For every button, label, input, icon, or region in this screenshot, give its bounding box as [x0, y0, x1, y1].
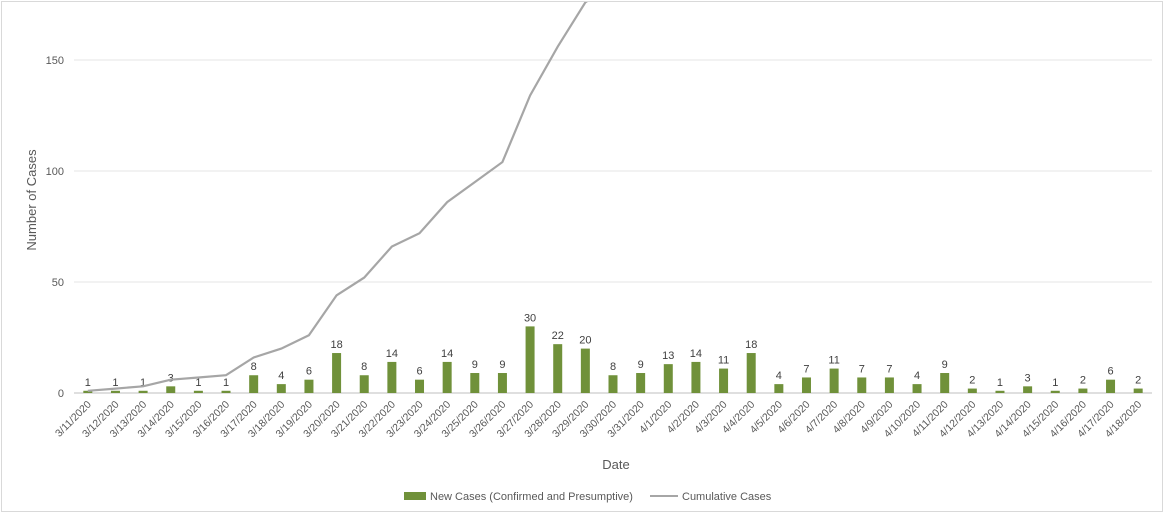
bar-data-label: 7: [859, 363, 865, 375]
legend: New Cases (Confirmed and Presumptive) Cu…: [404, 491, 772, 503]
bar-data-label: 8: [251, 361, 257, 373]
x-axis-title: Date: [602, 457, 629, 472]
bar-data-label: 2: [969, 375, 975, 387]
bar-data-label: 20: [579, 335, 591, 347]
bar-new-cases: [967, 388, 977, 393]
bar-new-cases: [801, 377, 811, 393]
bar-new-cases: [1050, 390, 1060, 393]
bar-new-cases: [193, 390, 203, 393]
bar-new-cases: [138, 390, 148, 393]
y-tick-label: 150: [46, 55, 64, 67]
bar-data-label: 4: [914, 370, 920, 382]
bar-new-cases: [359, 375, 369, 393]
y-axis-ticks: 050100150200250300: [46, 55, 64, 400]
bar-new-cases: [276, 384, 286, 393]
bar-new-cases: [774, 384, 784, 393]
bar-data-label: 3: [168, 372, 174, 384]
bar-new-cases: [387, 361, 397, 393]
bar-data-label: 4: [278, 370, 284, 382]
bar-data-label: 1: [1052, 377, 1058, 389]
bar-data-label: 1: [112, 377, 118, 389]
bar-new-cases: [110, 390, 120, 393]
bar-new-cases: [608, 375, 618, 393]
bar-data-label: 1: [85, 377, 91, 389]
cumulative-cases-line: [87, 0, 591, 392]
bar-data-label: 18: [745, 339, 757, 351]
bar-new-cases: [636, 373, 646, 393]
y-tick-label: 100: [46, 166, 64, 178]
bar-data-label: 7: [886, 363, 892, 375]
bar-data-label: 3: [1025, 372, 1031, 384]
bar-new-cases: [442, 361, 452, 393]
bar-data-label: 14: [386, 348, 398, 360]
y-tick-label: 0: [58, 388, 64, 400]
legend-label-cumulative: Cumulative Cases: [682, 491, 772, 503]
bar-data-label: 9: [499, 359, 505, 371]
bar-new-cases: [1106, 379, 1116, 393]
bar-new-cases: [332, 353, 342, 393]
bar-new-cases: [525, 326, 535, 393]
bar-new-cases: [746, 353, 756, 393]
bar-data-label: 6: [1107, 366, 1113, 378]
x-axis-ticks: 3/11/20203/12/20203/13/20203/14/20203/15…: [53, 399, 1144, 441]
bar-data-label: 11: [718, 355, 729, 367]
bar-new-cases: [249, 375, 259, 393]
bar-new-cases: [166, 386, 176, 393]
bar-new-cases: [553, 344, 563, 393]
bar-data-label: 11: [828, 355, 839, 367]
bar-data-label: 22: [552, 330, 564, 342]
bar-new-cases: [470, 373, 480, 393]
bar-data-label: 8: [610, 361, 616, 373]
bar-new-cases: [663, 364, 673, 393]
bar-new-cases: [497, 373, 507, 393]
bar-new-cases: [884, 377, 894, 393]
bar-new-cases: [580, 348, 590, 393]
bar-data-label: 1: [997, 377, 1003, 389]
bar-data-label: 1: [223, 377, 229, 389]
bar-data-label: 1: [140, 377, 146, 389]
bar-data-label: 6: [306, 366, 312, 378]
bar-new-cases: [857, 377, 867, 393]
legend-label-new-cases: New Cases (Confirmed and Presumptive): [430, 491, 633, 503]
bar-new-cases: [995, 390, 1005, 393]
gridlines: [74, 59, 1152, 394]
bar-data-label: 9: [638, 359, 644, 371]
bar-data-label: 30: [524, 312, 536, 324]
bar-data-label: 9: [942, 359, 948, 371]
legend-swatch-new-cases: [404, 492, 426, 500]
bar-data-label: 14: [441, 348, 453, 360]
bar-new-cases: [940, 373, 950, 393]
bar-new-cases: [691, 361, 701, 393]
bar-data-label: 1: [195, 377, 201, 389]
y-tick-label: 50: [52, 277, 64, 289]
bars-new-cases: [83, 326, 1143, 393]
bar-data-label: 14: [690, 348, 702, 360]
bar-data-label: 6: [416, 366, 422, 378]
bar-new-cases: [829, 368, 839, 393]
bar-data-label: 2: [1080, 375, 1086, 387]
bar-data-label: 9: [472, 359, 478, 371]
bar-new-cases: [221, 390, 231, 393]
bar-new-cases: [83, 390, 93, 393]
bar-new-cases: [304, 379, 314, 393]
bar-new-cases: [719, 368, 729, 393]
y-axis-title: Number of Cases: [24, 149, 39, 251]
bar-new-cases: [912, 384, 922, 393]
bar-data-label: 8: [361, 361, 367, 373]
bar-data-label: 4: [776, 370, 782, 382]
bar-data-label: 13: [662, 350, 674, 362]
bar-data-label: 2: [1135, 375, 1141, 387]
bar-data-label: 18: [330, 339, 342, 351]
bar-new-cases: [1023, 386, 1033, 393]
bar-new-cases: [1133, 388, 1143, 393]
bar-data-label: 7: [803, 363, 809, 375]
bar-new-cases: [1078, 388, 1088, 393]
bar-new-cases: [415, 379, 425, 393]
